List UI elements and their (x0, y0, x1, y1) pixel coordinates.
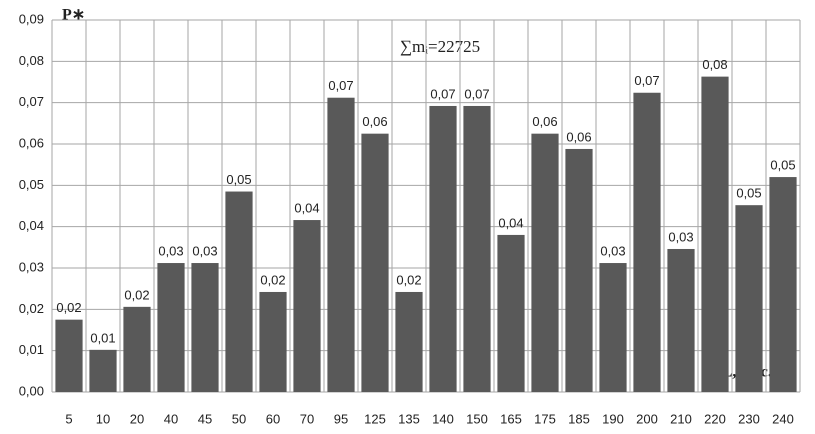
bar (565, 148, 593, 392)
data-label: 0,07 (464, 86, 489, 101)
x-tick-label: 240 (772, 411, 794, 426)
data-label: 0,06 (362, 114, 387, 129)
x-tick-label: 45 (198, 411, 212, 426)
data-label: 0,01 (90, 330, 115, 345)
data-label: 0,03 (192, 243, 217, 258)
bar (599, 263, 627, 392)
data-label: 0,03 (668, 229, 693, 244)
bar (191, 263, 219, 392)
x-tick-label: 200 (636, 411, 658, 426)
y-tick-label: 0,04 (19, 218, 44, 233)
data-label: 0,06 (532, 114, 557, 129)
bar (361, 133, 389, 392)
x-tick-label: 5 (65, 411, 72, 426)
y-tick-label: 0,00 (19, 383, 44, 398)
bar (293, 220, 321, 392)
bar (497, 234, 525, 392)
x-tick-label: 60 (266, 411, 280, 426)
x-tick-label: 40 (164, 411, 178, 426)
x-tick-label: 185 (568, 411, 590, 426)
bar (769, 177, 797, 392)
y-axis-label: P∗ (62, 7, 85, 24)
y-tick-label: 0,03 (19, 259, 44, 274)
x-tick-label: 210 (670, 411, 692, 426)
data-label: 0,07 (430, 86, 455, 101)
bar (225, 191, 253, 392)
bar (327, 97, 355, 392)
data-label: 0,04 (294, 200, 319, 215)
bar (667, 248, 695, 392)
x-tick-label: 175 (534, 411, 556, 426)
x-tick-label: 70 (300, 411, 314, 426)
bar (55, 319, 83, 392)
bar (259, 291, 287, 392)
data-label: 0,02 (260, 272, 285, 287)
data-label: 0,02 (56, 300, 81, 315)
bar (531, 133, 559, 392)
x-tick-label: 10 (96, 411, 110, 426)
y-tick-label: 0,06 (19, 135, 44, 150)
data-label: 0,02 (396, 272, 421, 287)
data-label: 0,06 (566, 129, 591, 144)
bar (395, 291, 423, 392)
annotation: ∑mᵢ=22725 (400, 37, 480, 56)
y-tick-label: 0,09 (19, 11, 44, 26)
x-tick-label: 230 (738, 411, 760, 426)
x-tick-label: 150 (466, 411, 488, 426)
data-label: 0,02 (124, 287, 149, 302)
bar (429, 105, 457, 393)
x-tick-label: 165 (500, 411, 522, 426)
data-label: 0,05 (770, 158, 795, 173)
x-tick-label: 220 (704, 411, 726, 426)
data-label: 0,03 (158, 243, 183, 258)
bar (123, 306, 151, 392)
data-label: 0,05 (226, 172, 251, 187)
data-label: 0,07 (634, 73, 659, 88)
y-tick-label: 0,05 (19, 177, 44, 192)
bar (735, 205, 763, 392)
y-tick-label: 0,01 (19, 342, 44, 357)
bar (701, 76, 729, 393)
x-tick-label: 125 (364, 411, 386, 426)
x-tick-label: 20 (130, 411, 144, 426)
bar (463, 105, 491, 393)
bar (633, 92, 661, 392)
x-tick-label: 135 (398, 411, 420, 426)
bar (157, 263, 185, 392)
data-label: 0,04 (498, 215, 523, 230)
x-tick-label: 140 (432, 411, 454, 426)
y-tick-label: 0,02 (19, 301, 44, 316)
data-label: 0,05 (736, 186, 761, 201)
x-tick-label: 95 (334, 411, 348, 426)
data-label: 0,08 (702, 57, 727, 72)
y-tick-label: 0,07 (19, 94, 44, 109)
x-tick-label: 50 (232, 411, 246, 426)
data-label: 0,07 (328, 78, 353, 93)
data-label: 0,03 (600, 243, 625, 258)
x-tick-label: 190 (602, 411, 624, 426)
bar (89, 349, 117, 392)
y-tick-label: 0,08 (19, 53, 44, 68)
